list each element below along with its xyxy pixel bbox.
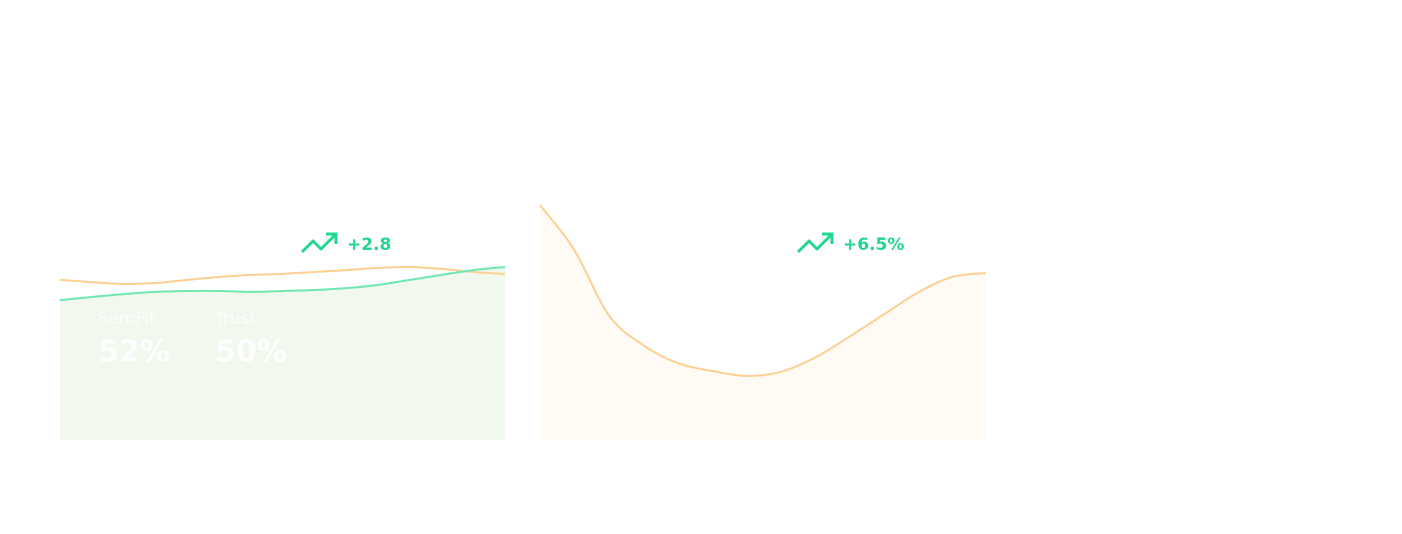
trend-arrow: [326, 232, 338, 244]
stat-label: SemFit: [98, 309, 156, 329]
stat-label: Trust: [214, 309, 257, 329]
area-fill: [60, 266, 505, 440]
trend-arrow: [822, 232, 834, 244]
trend-icon: [300, 232, 338, 254]
badge: +2.8: [347, 235, 391, 255]
stat-value: 50%: [215, 335, 287, 370]
line: [59, 265, 506, 302]
line: [59, 265, 506, 286]
line: [539, 204, 987, 377]
trend-icon: [796, 232, 834, 254]
area-fill: [540, 205, 986, 440]
badge: +6.5%: [843, 235, 904, 255]
stat-value: 52%: [98, 335, 170, 370]
